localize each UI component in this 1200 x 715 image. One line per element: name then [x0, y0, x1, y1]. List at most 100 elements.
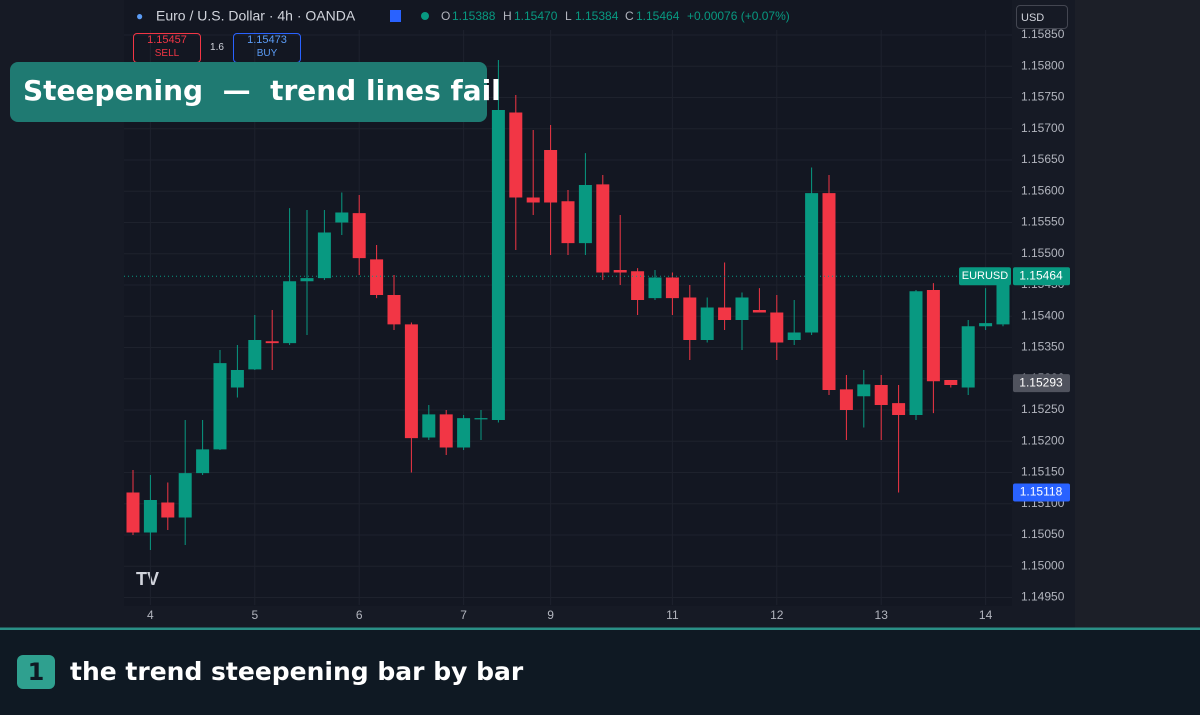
- step-badge: 1: [17, 655, 55, 689]
- candle-body: [422, 414, 436, 438]
- x-tick-label: 6: [356, 608, 363, 622]
- candle-body: [631, 271, 645, 300]
- side-panel: [1075, 0, 1200, 630]
- y-tick-label: 1.15800: [1021, 58, 1065, 72]
- o-value: 1.15388: [452, 9, 496, 23]
- candle-body: [839, 389, 853, 410]
- y-tick-label: 1.15650: [1021, 152, 1065, 166]
- candle-body: [718, 307, 732, 320]
- x-tick-label: 5: [251, 608, 258, 622]
- candle-body: [683, 297, 697, 340]
- candle-body: [979, 323, 993, 327]
- x-tick-label: 14: [979, 608, 993, 622]
- candle-body: [874, 385, 888, 405]
- candle-body: [787, 332, 801, 340]
- price-tag: [1013, 267, 1070, 286]
- y-tick-label: 1.15750: [1021, 90, 1065, 104]
- sell-price: 1.15457: [147, 34, 187, 46]
- candle-body: [300, 278, 314, 282]
- y-tick-label: 1.15150: [1021, 465, 1065, 479]
- candle-body: [509, 112, 523, 198]
- y-tick-label: 1.15000: [1021, 558, 1065, 572]
- o-label: O: [441, 9, 450, 23]
- candle-body: [213, 363, 227, 450]
- spread: 1.6: [210, 42, 224, 53]
- candle-body: [700, 307, 714, 340]
- candle-body: [161, 502, 175, 518]
- candle-body: [248, 340, 262, 370]
- candle-body: [596, 184, 610, 273]
- candle-body: [317, 232, 331, 279]
- h-value: 1.15470: [514, 9, 558, 23]
- y-tick-label: 1.15350: [1021, 340, 1065, 354]
- candle-body: [457, 418, 471, 448]
- buy-price: 1.15473: [247, 34, 287, 46]
- y-tick-label: 1.15600: [1021, 183, 1065, 197]
- flag: [390, 10, 401, 22]
- candle-body: [648, 277, 662, 299]
- x-tick-label: 12: [770, 608, 784, 622]
- change: +0.00076 (+0.07%): [687, 9, 790, 23]
- candle-body: [370, 259, 384, 295]
- candle-body: [439, 414, 453, 448]
- candle-body: [283, 281, 297, 344]
- candle-body: [352, 213, 366, 259]
- x-tick-label: 9: [547, 608, 554, 622]
- candle-body: [526, 197, 540, 203]
- status-dot: [421, 12, 429, 20]
- l-value: 1.15384: [575, 9, 619, 23]
- symbol[interactable]: Euro / U.S. Dollar · 4h · OANDA: [156, 8, 356, 24]
- sell-label: SELL: [154, 48, 180, 59]
- price-tag: [1013, 374, 1070, 393]
- sell-button[interactable]: 1.15457 SELL: [133, 33, 201, 63]
- x-tick-label: 11: [666, 608, 679, 622]
- logo: TV: [136, 569, 159, 589]
- x-tick-label: 7: [460, 608, 467, 622]
- y-tick-label: 1.15400: [1021, 308, 1065, 322]
- y-tick-label: 1.14950: [1021, 590, 1065, 604]
- candle-body: [613, 270, 627, 273]
- y-tick-label: 1.15050: [1021, 527, 1065, 541]
- x-tick-label: 4: [147, 608, 154, 622]
- symbol-tag-label: EURUSD: [962, 270, 1009, 282]
- price-tag-label: 1.15118: [1020, 485, 1063, 499]
- price-tag: [1013, 483, 1070, 502]
- y-tick-label: 1.15550: [1021, 215, 1065, 229]
- c-value: 1.15464: [636, 9, 680, 23]
- candle-body: [404, 324, 418, 439]
- candle-body: [178, 473, 192, 518]
- candle-body: [996, 276, 1010, 325]
- candle-body: [561, 201, 575, 244]
- candle-body: [857, 384, 871, 397]
- candle-body: [265, 341, 279, 344]
- candle-body: [196, 449, 210, 474]
- l-label: L: [565, 9, 572, 23]
- candle-body: [474, 418, 488, 420]
- currency-select[interactable]: USD: [1016, 5, 1068, 29]
- candle-body: [387, 295, 401, 325]
- candle-body: [735, 297, 749, 320]
- candle-body: [892, 403, 906, 415]
- c-label: C: [625, 9, 634, 23]
- candle-body: [752, 310, 766, 313]
- candle-body: [665, 277, 679, 299]
- candle-body: [770, 312, 784, 343]
- overlay-title: Steepening — trend lines fail: [10, 62, 501, 122]
- y-tick-label: 1.15700: [1021, 121, 1065, 135]
- candle-body: [822, 193, 836, 390]
- candle-body: [909, 291, 923, 415]
- candle-body: [335, 212, 349, 223]
- price-tag-label: 1.15293: [1019, 375, 1063, 389]
- y-tick-label: 1.15200: [1021, 433, 1065, 447]
- candle-body: [926, 290, 940, 382]
- candle-body: [491, 110, 505, 420]
- h-label: H: [503, 9, 512, 23]
- candle-body: [544, 150, 558, 203]
- candle-body: [230, 370, 244, 388]
- symbol-tag: [959, 267, 1011, 286]
- buy-button[interactable]: 1.15473 BUY: [233, 33, 301, 63]
- y-tick-label: 1.15250: [1021, 402, 1065, 416]
- caption: the trend steepening bar by bar: [70, 657, 524, 686]
- flag-icon: ●: [136, 9, 143, 23]
- candle-body: [126, 492, 140, 533]
